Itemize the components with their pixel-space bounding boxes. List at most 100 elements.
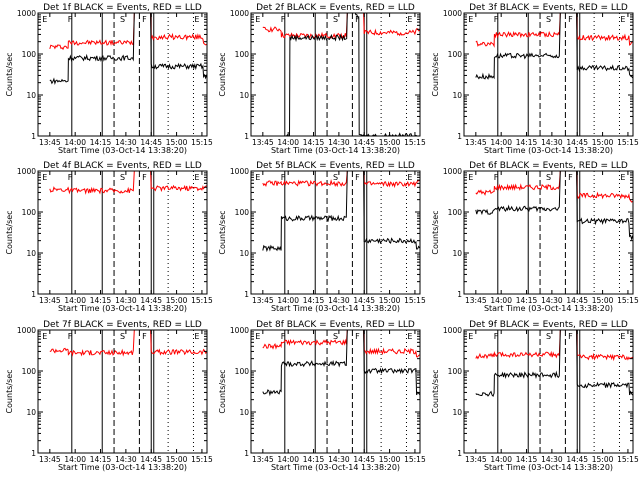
x-tick-label: 15:15	[617, 138, 639, 147]
segment-marker: F	[281, 332, 286, 341]
y-tick-label: 10	[26, 91, 36, 100]
segment-marker: E	[194, 332, 199, 341]
series-lld	[262, 171, 420, 189]
x-tick-label: 14:15	[90, 296, 112, 305]
y-tick-label: 1	[457, 290, 462, 299]
x-tick-label: 15:00	[379, 296, 401, 305]
series-events	[262, 171, 420, 253]
x-tick-label: 14:15	[516, 455, 538, 464]
series-lld	[49, 330, 207, 357]
x-tick-label: 13:45	[465, 138, 487, 147]
y-tick-label: 10	[452, 249, 462, 258]
segment-marker: S	[546, 15, 551, 24]
segment-marker: S	[120, 173, 125, 182]
panel-title: Det 8f BLACK = Events, RED = LLD	[256, 320, 415, 330]
panel-det-5f: Det 5f BLACK = Events, RED = LLD E F S F E 13:…	[218, 161, 426, 313]
y-tick-label: 10	[26, 249, 36, 258]
x-tick-label: 15:15	[191, 138, 213, 147]
segment-marker: E	[468, 15, 473, 24]
y-tick-label: 100	[235, 50, 250, 59]
series-events	[49, 13, 207, 86]
x-tick-label: 14:00	[277, 455, 299, 464]
x-tick-label: 14:45	[140, 296, 162, 305]
panel-det-7f: Det 7f BLACK = Events, RED = LLD E F S F E 13:…	[5, 320, 213, 472]
segment-marker: S	[333, 15, 338, 24]
x-tick-label: 15:15	[617, 296, 639, 305]
plot-frame	[37, 170, 208, 295]
x-axis-label: Start Time (03-Oct-14 13:38:20)	[58, 463, 187, 472]
segment-marker: S	[546, 173, 551, 182]
x-tick-label: 14:15	[90, 455, 112, 464]
x-tick-label: 14:30	[328, 455, 350, 464]
segment-marker: S	[333, 332, 338, 341]
segment-marker: E	[468, 173, 473, 182]
x-tick-label: 14:45	[566, 138, 588, 147]
x-tick-label: 14:00	[490, 296, 512, 305]
x-axis-label: Start Time (03-Oct-14 13:38:20)	[58, 304, 187, 313]
y-tick-label: 1	[244, 132, 249, 141]
plot-frame	[463, 12, 634, 137]
x-tick-label: 14:15	[303, 138, 325, 147]
panel-title: Det 4f BLACK = Events, RED = LLD	[43, 161, 202, 171]
segment-marker: E	[42, 15, 47, 24]
x-axis-label: Start Time (03-Oct-14 13:38:20)	[484, 463, 613, 472]
panel-det-3f: Det 3f BLACK = Events, RED = LLD E F S F E 13:…	[431, 3, 639, 155]
y-tick-label: 100	[22, 367, 37, 376]
x-tick-label: 15:00	[166, 138, 188, 147]
series-events	[475, 330, 633, 398]
segment-marker: F	[355, 173, 360, 182]
x-axis-label: Start Time (03-Oct-14 13:38:20)	[58, 146, 187, 155]
series-events	[475, 13, 633, 80]
panel-title: Det 6f BLACK = Events, RED = LLD	[469, 161, 628, 171]
y-tick-label: 1000	[230, 9, 249, 18]
x-tick-label: 14:45	[566, 296, 588, 305]
series-lld	[475, 330, 633, 362]
segment-marker: S	[333, 173, 338, 182]
y-tick-label: 1000	[230, 326, 249, 335]
segment-marker: F	[68, 332, 73, 341]
x-tick-label: 14:45	[566, 455, 588, 464]
y-tick-label: 100	[22, 208, 37, 217]
x-tick-label: 13:45	[39, 455, 61, 464]
x-tick-label: 14:30	[328, 138, 350, 147]
panel-det-9f: Det 9f BLACK = Events, RED = LLD E F S F E 13:…	[431, 320, 639, 472]
x-tick-label: 14:45	[353, 296, 375, 305]
segment-marker: E	[620, 173, 625, 182]
segment-marker: S	[546, 332, 551, 341]
y-tick-label: 10	[452, 408, 462, 417]
segment-marker: S	[120, 15, 125, 24]
x-tick-label: 14:15	[516, 138, 538, 147]
segment-marker: F	[355, 332, 360, 341]
panel-det-4f: Det 4f BLACK = Events, RED = LLD E F S F E 13:…	[5, 161, 213, 313]
x-tick-label: 14:30	[541, 138, 563, 147]
series-lld	[49, 13, 207, 51]
segment-marker: F	[68, 15, 73, 24]
segment-marker: F	[494, 332, 499, 341]
x-tick-label: 15:00	[166, 455, 188, 464]
x-tick-label: 15:15	[404, 455, 426, 464]
x-axis-label: Start Time (03-Oct-14 13:38:20)	[271, 146, 400, 155]
y-tick-label: 100	[22, 50, 37, 59]
y-tick-label: 10	[452, 91, 462, 100]
y-tick-label: 100	[448, 50, 463, 59]
plot-frame	[463, 170, 634, 295]
y-axis-label: Counts/sec	[218, 52, 227, 96]
panel-title: Det 5f BLACK = Events, RED = LLD	[256, 161, 415, 171]
y-tick-label: 1	[244, 449, 249, 458]
y-tick-label: 1000	[17, 167, 36, 176]
series-events	[262, 330, 420, 397]
segment-marker: E	[468, 332, 473, 341]
panel-det-8f: Det 8f BLACK = Events, RED = LLD E F S F E 13:…	[218, 320, 426, 472]
segment-marker: E	[255, 332, 260, 341]
segment-marker: F	[142, 15, 147, 24]
segment-marker: E	[42, 173, 47, 182]
x-tick-label: 14:15	[90, 138, 112, 147]
y-tick-label: 1	[457, 449, 462, 458]
x-tick-label: 14:15	[303, 296, 325, 305]
y-tick-label: 1000	[443, 9, 462, 18]
y-tick-label: 100	[235, 367, 250, 376]
y-tick-label: 10	[239, 249, 249, 258]
segment-marker: F	[68, 173, 73, 182]
panel-det-1f: Det 1f BLACK = Events, RED = LLD E F S F E 13:…	[5, 3, 213, 155]
segment-marker: S	[120, 332, 125, 341]
